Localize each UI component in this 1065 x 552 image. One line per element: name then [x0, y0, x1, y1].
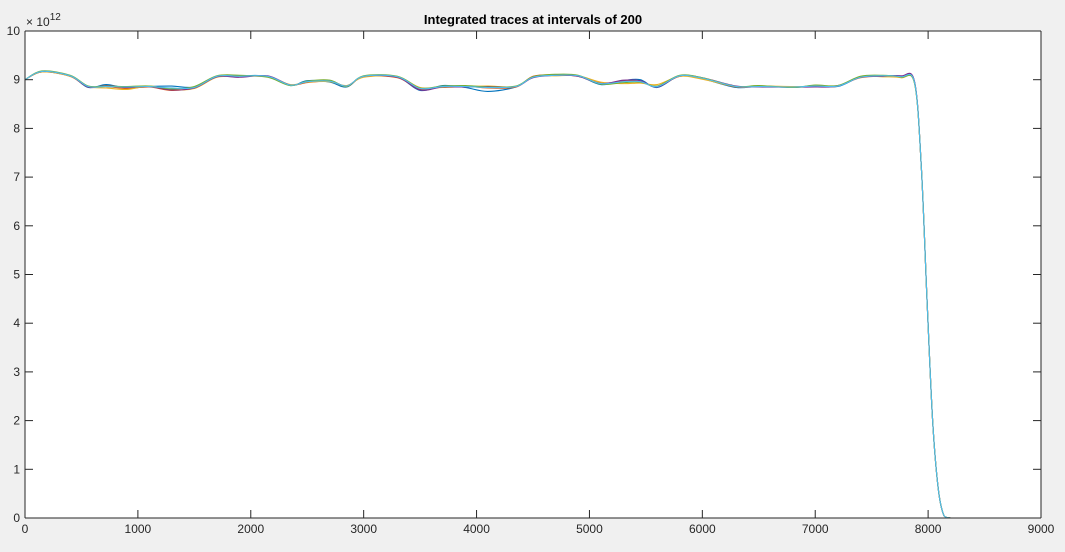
x-tick-label: 1000 [125, 522, 152, 536]
y-tick-label: 6 [13, 219, 20, 233]
x-tick-label: 2000 [237, 522, 264, 536]
y-tick-label: 9 [13, 73, 20, 87]
x-tick-label: 3000 [350, 522, 377, 536]
y-tick-label: 10 [7, 24, 21, 38]
y-tick-label: 1 [13, 462, 20, 476]
y-exponent-text: 12 [50, 12, 62, 23]
y-tick-label: 4 [13, 316, 20, 330]
y-tick-label: 5 [13, 268, 20, 282]
axes-background [25, 31, 1041, 518]
y-tick-label: 2 [13, 414, 20, 428]
y-tick-label: 8 [13, 121, 20, 135]
y-axis-ticks: 0 1 2 3 4 5 6 7 8 9 10 [7, 24, 1041, 525]
x-tick-label: 8000 [915, 522, 942, 536]
x-axis-ticks: 0 1000 2000 3000 4000 5000 6000 7000 8000 9000 [22, 31, 1055, 536]
series-line-6 [24, 70, 962, 519]
chart-title: Integrated traces at intervals of 200 [424, 12, 642, 27]
y-tick-label: 3 [13, 365, 20, 379]
x-tick-label: 5000 [576, 522, 603, 536]
series-layer [24, 70, 962, 519]
x-tick-label: 6000 [689, 522, 716, 536]
x-tick-label: 4000 [463, 522, 490, 536]
y-multiplier-text: × 10 [26, 15, 50, 29]
x-tick-label: 0 [22, 522, 29, 536]
x-tick-label: 7000 [802, 522, 829, 536]
y-exponent-label: × 1012 [26, 12, 61, 29]
y-tick-label: 0 [13, 511, 20, 525]
y-tick-label: 7 [13, 170, 20, 184]
x-tick-label: 9000 [1028, 522, 1055, 536]
